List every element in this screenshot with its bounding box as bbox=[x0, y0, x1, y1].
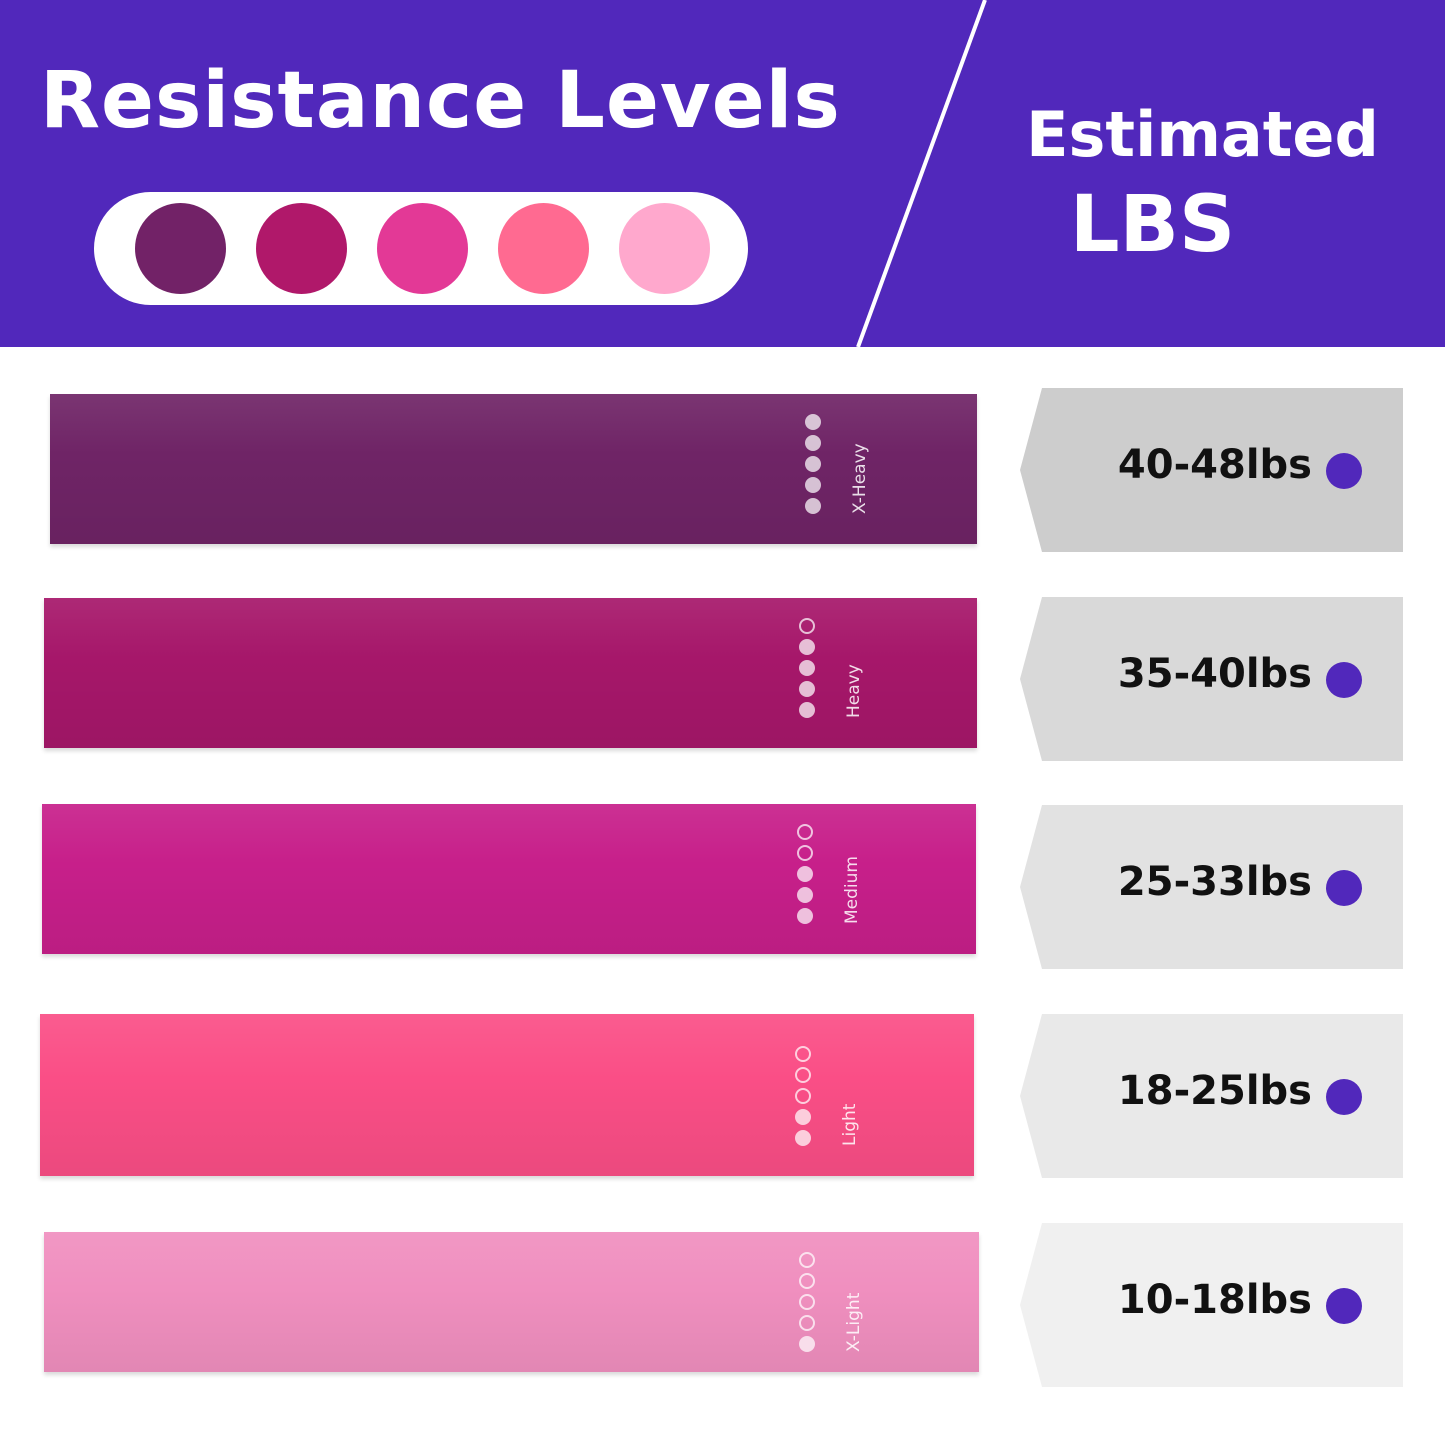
swatch-x-heavy bbox=[135, 203, 226, 294]
swatch-medium bbox=[377, 203, 468, 294]
level-dots bbox=[792, 1046, 814, 1151]
band-label: Medium bbox=[842, 856, 862, 924]
filled-level-dot bbox=[795, 1109, 811, 1125]
weight-tag-heavy: 35-40lbs bbox=[1020, 597, 1403, 761]
weight-range: 18-25lbs bbox=[1117, 1068, 1312, 1114]
filled-level-dot bbox=[795, 1130, 811, 1146]
empty-level-dot bbox=[799, 1315, 815, 1331]
band-medium: Medium bbox=[42, 804, 976, 954]
band-light: Light bbox=[40, 1014, 974, 1176]
empty-level-dot bbox=[799, 618, 815, 634]
bullet-dot-icon bbox=[1326, 1079, 1362, 1115]
filled-level-dot bbox=[799, 639, 815, 655]
filled-level-dot bbox=[799, 681, 815, 697]
bullet-dot-icon bbox=[1326, 1288, 1362, 1324]
empty-level-dot bbox=[799, 1273, 815, 1289]
filled-level-dot bbox=[805, 498, 821, 514]
bullet-dot-icon bbox=[1326, 662, 1362, 698]
swatch-heavy bbox=[256, 203, 347, 294]
swatch-x-light bbox=[619, 203, 710, 294]
level-dots bbox=[802, 414, 824, 519]
lbs-heading: LBS bbox=[1069, 180, 1236, 270]
weight-range: 40-48lbs bbox=[1117, 442, 1312, 488]
filled-level-dot bbox=[799, 1336, 815, 1352]
filled-level-dot bbox=[797, 887, 813, 903]
weight-range: 10-18lbs bbox=[1117, 1277, 1312, 1323]
filled-level-dot bbox=[797, 908, 813, 924]
empty-level-dot bbox=[797, 845, 813, 861]
page-title: Resistance Levels bbox=[40, 56, 841, 146]
filled-level-dot bbox=[799, 660, 815, 676]
filled-level-dot bbox=[805, 414, 821, 430]
level-dots bbox=[794, 824, 816, 929]
band-x-light: X-Light bbox=[44, 1232, 979, 1372]
weight-tag-light: 18-25lbs bbox=[1020, 1014, 1403, 1178]
filled-level-dot bbox=[797, 866, 813, 882]
filled-level-dot bbox=[805, 456, 821, 472]
color-swatch-bar bbox=[94, 192, 748, 305]
weight-range: 35-40lbs bbox=[1117, 651, 1312, 697]
weight-range: 25-33lbs bbox=[1117, 859, 1312, 905]
filled-level-dot bbox=[805, 435, 821, 451]
empty-level-dot bbox=[795, 1067, 811, 1083]
filled-level-dot bbox=[805, 477, 821, 493]
empty-level-dot bbox=[799, 1252, 815, 1268]
empty-level-dot bbox=[797, 824, 813, 840]
band-label: X-Light bbox=[844, 1292, 864, 1352]
level-dots bbox=[796, 618, 818, 723]
header-divider-line bbox=[856, 0, 987, 347]
estimated-heading: Estimated bbox=[1026, 98, 1379, 171]
weight-tag-x-light: 10-18lbs bbox=[1020, 1223, 1403, 1387]
band-heavy: Heavy bbox=[44, 598, 977, 748]
weight-tag-medium: 25-33lbs bbox=[1020, 805, 1403, 969]
band-label: Heavy bbox=[844, 664, 864, 718]
bullet-dot-icon bbox=[1326, 870, 1362, 906]
weight-tag-x-heavy: 40-48lbs bbox=[1020, 388, 1403, 552]
empty-level-dot bbox=[795, 1046, 811, 1062]
swatch-light bbox=[498, 203, 589, 294]
band-x-heavy: X-Heavy bbox=[50, 394, 977, 544]
band-label: X-Heavy bbox=[850, 443, 870, 514]
empty-level-dot bbox=[799, 1294, 815, 1310]
bullet-dot-icon bbox=[1326, 453, 1362, 489]
band-label: Light bbox=[840, 1103, 860, 1146]
empty-level-dot bbox=[795, 1088, 811, 1104]
filled-level-dot bbox=[799, 702, 815, 718]
level-dots bbox=[796, 1252, 818, 1357]
